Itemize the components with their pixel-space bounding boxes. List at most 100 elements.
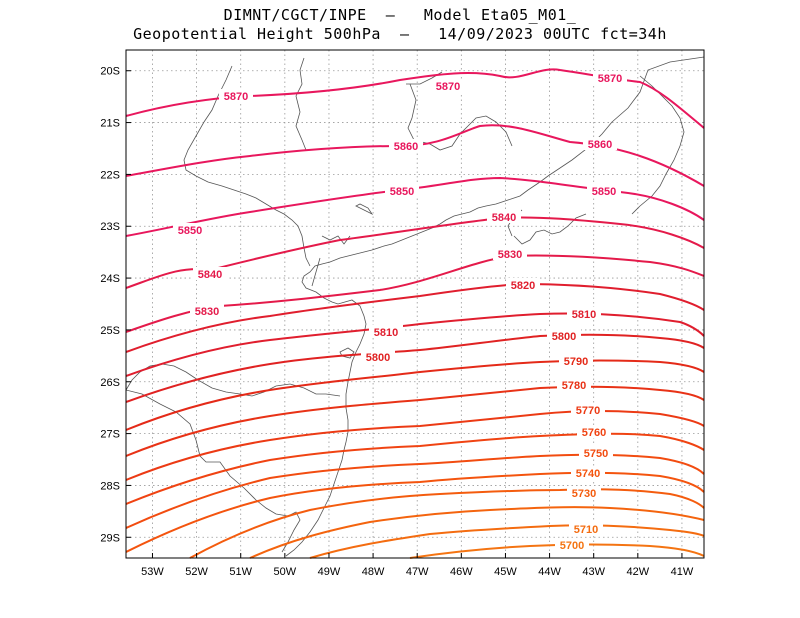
contour-label-bg bbox=[389, 139, 423, 152]
inland-border-3 bbox=[407, 83, 513, 151]
contour-label-5810: 5810 bbox=[572, 309, 596, 321]
axes-ticks: 53W 52W 51W 50W 49W 48W 47W 46W 45W 44W 43W 42W 41W 2… bbox=[100, 66, 693, 578]
figure-title-line1: DIMNT/CGCT/INPE – Model Eta05_M01_ bbox=[223, 6, 577, 24]
contour-5810 bbox=[125, 312, 705, 377]
contour-label-5780: 5780 bbox=[562, 380, 586, 392]
lat-tick-label: 23S bbox=[100, 221, 120, 233]
inland-border-8 bbox=[125, 389, 301, 553]
contour-label-bg bbox=[487, 210, 521, 223]
contour-label-5740: 5740 bbox=[576, 468, 600, 480]
contour-label-bg bbox=[361, 350, 395, 363]
inland-border-10 bbox=[513, 213, 587, 245]
contour-label-5700: 5700 bbox=[560, 540, 584, 552]
inland-border-5 bbox=[631, 75, 685, 215]
lon-tick-label: 48W bbox=[362, 566, 385, 578]
contour-label-bg bbox=[190, 304, 224, 317]
figure-title-line2: Geopotential Height 500hPa – 14/09/2023 … bbox=[133, 25, 667, 43]
contour-label-bg bbox=[493, 247, 527, 260]
contour-label-5750: 5750 bbox=[584, 448, 608, 460]
contour-5730 bbox=[189, 488, 705, 559]
lat-tick-label: 24S bbox=[100, 273, 120, 285]
contour-label-5790: 5790 bbox=[564, 356, 588, 368]
lon-tick-label: 46W bbox=[450, 566, 473, 578]
contour-label-5870: 5870 bbox=[224, 91, 248, 103]
contour-label-5840: 5840 bbox=[492, 212, 516, 224]
contour-label-bg bbox=[567, 486, 601, 499]
contour-label-bg bbox=[385, 184, 419, 197]
contour-label-bg bbox=[571, 403, 605, 416]
contour-label-bg bbox=[559, 354, 593, 367]
contour-label-5800: 5800 bbox=[366, 352, 390, 364]
contour-label-5810: 5810 bbox=[374, 327, 398, 339]
lat-tick-label: 29S bbox=[100, 532, 120, 544]
contour-label-5830: 5830 bbox=[498, 249, 522, 261]
contour-label-5710: 5710 bbox=[574, 524, 598, 536]
contour-label-5860: 5860 bbox=[588, 139, 612, 151]
contour-label-bg bbox=[567, 307, 601, 320]
lat-tick-label: 21S bbox=[100, 118, 120, 130]
contour-label-bg bbox=[583, 137, 617, 150]
contour-5740 bbox=[125, 471, 705, 553]
coastline bbox=[285, 56, 705, 557]
contour-5750 bbox=[125, 453, 705, 529]
lon-tick-label: 50W bbox=[274, 566, 297, 578]
inland-border-6 bbox=[355, 203, 374, 216]
contour-label-bg bbox=[547, 329, 581, 342]
contour-label-bg bbox=[579, 446, 613, 459]
lon-tick-label: 53W bbox=[141, 566, 164, 578]
contour-label-bg bbox=[593, 71, 627, 84]
contour-5790 bbox=[125, 359, 705, 431]
contour-label-bg bbox=[557, 378, 591, 391]
height-contours: 5870 5870 5870 5860 5860 5850 5850 5850 5840 5840… bbox=[125, 68, 705, 559]
contour-label-5850: 5850 bbox=[178, 225, 202, 237]
contour-label-5800: 5800 bbox=[552, 331, 576, 343]
lat-tick-label: 22S bbox=[100, 169, 120, 181]
contour-label-5870: 5870 bbox=[436, 81, 460, 93]
contour-label-bg bbox=[193, 267, 227, 280]
lon-tick-label: 45W bbox=[494, 566, 517, 578]
lon-tick-label: 51W bbox=[229, 566, 252, 578]
map-frame bbox=[125, 49, 705, 559]
contour-label-bg bbox=[173, 223, 207, 236]
lon-tick-label: 41W bbox=[671, 566, 694, 578]
lat-tick-label: 28S bbox=[100, 480, 120, 492]
lat-tick-label: 25S bbox=[100, 325, 120, 337]
inland-border-1 bbox=[183, 65, 311, 267]
contour-5860 bbox=[125, 124, 705, 187]
lat-tick-label: 20S bbox=[100, 66, 120, 78]
contour-5770 bbox=[125, 410, 705, 481]
lat-tick-label: 27S bbox=[100, 429, 120, 441]
lon-tick-label: 52W bbox=[185, 566, 208, 578]
contour-label-5860: 5860 bbox=[394, 141, 418, 153]
inland-border-12 bbox=[311, 257, 321, 287]
contour-5780 bbox=[125, 385, 705, 457]
contour-label-bg bbox=[569, 522, 603, 535]
contour-label-5870: 5870 bbox=[598, 73, 622, 85]
contour-label-bg bbox=[369, 325, 403, 338]
contour-label-5770: 5770 bbox=[576, 405, 600, 417]
lon-tick-label: 44W bbox=[538, 566, 561, 578]
contour-label-5840: 5840 bbox=[198, 269, 222, 281]
contour-label-bg bbox=[571, 466, 605, 479]
contour-5830 bbox=[125, 254, 705, 333]
contour-label-5820: 5820 bbox=[511, 280, 535, 292]
contour-label-5830: 5830 bbox=[195, 306, 219, 318]
contour-label-5850: 5850 bbox=[592, 186, 616, 198]
contour-label-5730: 5730 bbox=[572, 488, 596, 500]
contour-5720 bbox=[249, 506, 705, 559]
inland-border-9 bbox=[125, 363, 341, 397]
contour-5710 bbox=[309, 524, 705, 559]
contour-label-bg bbox=[577, 425, 611, 438]
contour-5800 bbox=[125, 333, 705, 403]
inland-border-2 bbox=[295, 57, 307, 151]
contour-label-bg bbox=[431, 79, 465, 92]
lon-tick-label: 43W bbox=[582, 566, 605, 578]
contour-label-bg bbox=[555, 538, 589, 551]
contour-5760 bbox=[125, 432, 705, 505]
inland-border-7 bbox=[321, 235, 351, 245]
contour-label-5760: 5760 bbox=[582, 427, 606, 439]
contour-5820 bbox=[125, 282, 705, 353]
contour-label-5850: 5850 bbox=[390, 186, 414, 198]
